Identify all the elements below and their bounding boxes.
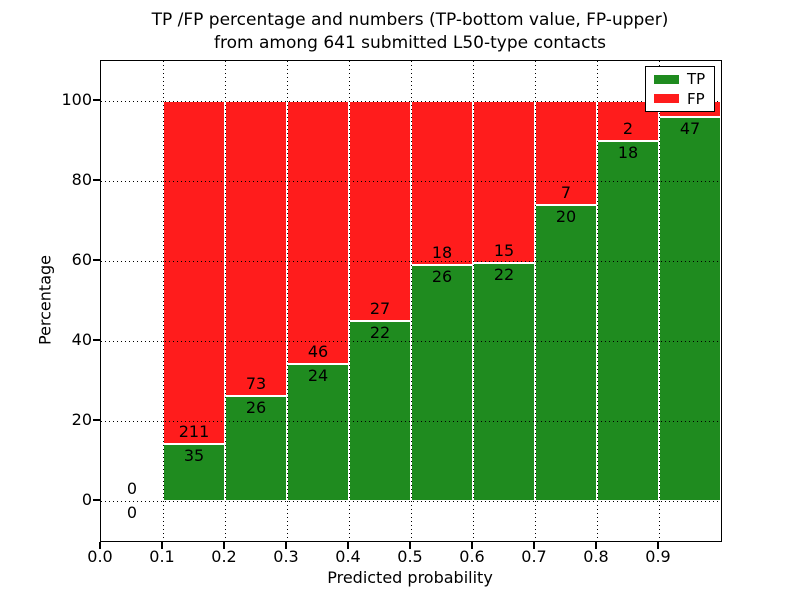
tp-count-label: 20: [555, 206, 577, 226]
v-gridline: [473, 61, 474, 541]
x-tick-mark: [347, 541, 349, 549]
tp-count-label: 0: [126, 503, 138, 522]
bar-segment-fp: [287, 101, 349, 364]
x-tick-mark: [471, 541, 473, 549]
bar-segment-tp: [659, 117, 721, 501]
legend-item-tp: TP: [646, 71, 714, 87]
legend: TP FP: [645, 66, 715, 112]
chart-title-line2: from among 641 submitted L50-type contac…: [214, 33, 606, 53]
x-tick-mark: [223, 541, 225, 549]
bar-segment-tp: [349, 321, 411, 501]
v-gridline: [225, 61, 226, 541]
fp-count-label: 18: [431, 242, 453, 262]
plot-area: 0 0 211 35 73 26 46 24 27 22 18 26 15 22 7 20 2 18 47: [100, 60, 722, 542]
y-tick-label: 20: [71, 410, 92, 429]
y-tick-label: 100: [61, 90, 92, 109]
y-tick-mark: [93, 99, 100, 101]
bar-segment-fp: [349, 101, 411, 322]
y-tick-label: 60: [71, 250, 92, 269]
v-gridline: [349, 61, 350, 541]
v-gridline: [535, 61, 536, 541]
y-tick-mark: [93, 499, 100, 501]
tp-count-label: 35: [183, 446, 205, 466]
bar-segment-fp: [473, 101, 535, 263]
y-tick-label: 80: [71, 170, 92, 189]
v-gridline: [411, 61, 412, 541]
x-tick-mark: [657, 541, 659, 549]
bar-segment-tp: [535, 204, 597, 501]
bar-segment-tp: [597, 141, 659, 501]
x-tick-label: 0.5: [397, 547, 423, 566]
x-tick-label: 0.1: [149, 547, 175, 566]
x-tick-mark: [595, 541, 597, 549]
x-tick-mark: [533, 541, 535, 549]
fp-count-label: 73: [245, 373, 267, 393]
x-tick-label: 0.2: [211, 547, 237, 566]
tp-count-label: 22: [493, 265, 515, 284]
tp-count-label: 26: [431, 266, 453, 286]
x-tick-mark: [285, 541, 287, 549]
fp-count-label: 2: [622, 119, 634, 138]
fp-swatch-icon: [654, 94, 679, 104]
bar-segment-fp: [225, 101, 287, 396]
fp-count-label: 15: [493, 241, 515, 260]
x-tick-mark: [161, 541, 163, 549]
x-tick-label: 0.9: [645, 547, 671, 566]
fp-count-label: 7: [560, 182, 572, 202]
v-gridline: [287, 61, 288, 541]
x-tick-label: 0.6: [459, 547, 485, 566]
legend-label-fp: FP: [687, 89, 705, 108]
x-tick-label: 0.7: [521, 547, 547, 566]
v-gridline: [659, 61, 660, 541]
x-tick-label: 0.3: [273, 547, 299, 566]
x-tick-label: 0.4: [335, 547, 361, 566]
v-gridline: [163, 61, 164, 541]
fp-count-label: 0: [126, 479, 138, 498]
v-gridline: [597, 61, 598, 541]
legend-label-tp: TP: [687, 70, 706, 89]
bar-segment-tp: [411, 264, 473, 501]
tp-count-label: 18: [617, 143, 639, 162]
bar-segment-tp: [163, 444, 225, 501]
fp-count-label: 46: [307, 341, 329, 361]
fp-count-label: 27: [369, 299, 391, 319]
bar-segment-tp: [473, 263, 535, 501]
x-axis-label: Predicted probability: [327, 568, 493, 587]
x-tick-mark: [99, 541, 101, 549]
bar-segment-fp: [411, 101, 473, 265]
x-tick-label: 0.8: [583, 547, 609, 566]
y-tick-mark: [93, 259, 100, 261]
chart-title: TP /FP percentage and numbers (TP-bottom…: [100, 9, 720, 55]
y-tick-label: 0: [81, 490, 92, 509]
x-tick-mark: [409, 541, 411, 549]
y-tick-mark: [93, 339, 100, 341]
tp-count-label: 26: [245, 397, 267, 417]
x-tick-label: 0.0: [87, 547, 113, 566]
y-tick-mark: [93, 419, 100, 421]
fp-count-label: 211: [178, 422, 210, 442]
tp-count-label: 24: [307, 365, 329, 385]
bar-segment-fp: [163, 101, 225, 445]
y-tick-mark: [93, 179, 100, 181]
bar-segment-fp: [535, 101, 597, 205]
tp-swatch-icon: [654, 74, 679, 84]
tp-count-label: 22: [369, 323, 391, 343]
tp-count-label: 47: [679, 119, 701, 139]
legend-item-fp: FP: [646, 91, 714, 107]
chart-title-line1: TP /FP percentage and numbers (TP-bottom…: [151, 10, 669, 30]
y-tick-label: 40: [71, 330, 92, 349]
bar-segment-tp: [225, 395, 287, 501]
